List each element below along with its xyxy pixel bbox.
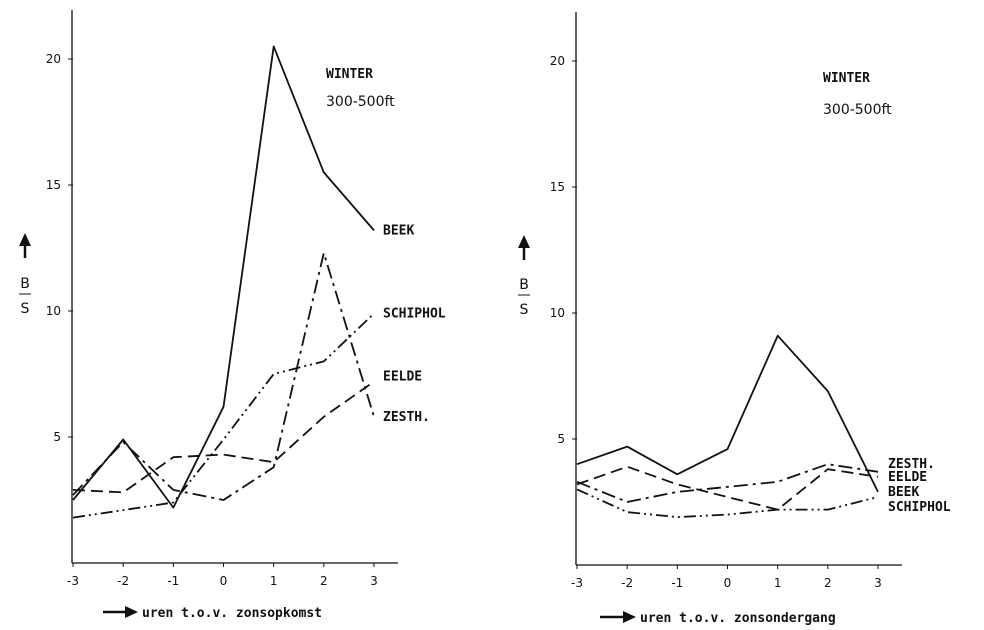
y-tick-label: 20	[46, 52, 61, 66]
x-axis-title: uren t.o.v. zonsopkomst	[142, 606, 322, 621]
y-tick-label: 5	[53, 430, 61, 444]
up-arrow-head-icon	[518, 235, 530, 248]
chart-subtitle: 300-500ft	[823, 102, 892, 118]
y-label-numerator: B	[20, 276, 30, 292]
series-label-schiphol: SCHIPHOL	[383, 307, 446, 322]
y-label-numerator: B	[519, 277, 529, 293]
x-tick-label: 3	[370, 574, 378, 588]
chart-title: WINTER	[823, 71, 870, 86]
x-tick-label: -2	[117, 574, 129, 588]
series-label-zesth: ZESTH.	[383, 410, 430, 425]
y-tick-label: 10	[550, 306, 565, 320]
x-tick-label: 0	[220, 574, 228, 588]
x-tick-label: -2	[621, 576, 633, 590]
x-tick-label: -1	[671, 576, 683, 590]
series-line-eelde	[72, 380, 375, 494]
y-tick-label: 10	[46, 304, 61, 318]
chart-panel-sunset: WINTER 300-500ft B S uren t.o.v. zonsond…	[518, 12, 951, 626]
series-line-zesth	[576, 463, 879, 503]
x-tick-label: -3	[571, 576, 583, 590]
y-tick-label: 15	[46, 178, 61, 192]
y-label-denominator: S	[520, 302, 529, 318]
x-axis-title: uren t.o.v. zonsondergang	[640, 611, 836, 626]
right-arrow-head-icon	[623, 611, 636, 623]
x-tick-label: 1	[774, 576, 782, 590]
series-line-eelde	[576, 465, 879, 511]
series-line-beek	[72, 45, 375, 509]
up-arrow-head-icon	[19, 233, 31, 246]
series-label-schiphol: SCHIPHOL	[888, 500, 951, 515]
series-line-zesth	[72, 252, 375, 501]
x-tick-label: 2	[824, 576, 832, 590]
series-line-beek	[576, 334, 879, 493]
series-label-eelde: EELDE	[888, 470, 927, 485]
series-label-zesth: ZESTH.	[888, 457, 935, 472]
chart-panel-sunrise: WINTER 300-500ft B S uren t.o.v. zonsopk…	[19, 10, 446, 621]
x-tick-label: 2	[320, 574, 328, 588]
series-label-beek: BEEK	[383, 223, 414, 238]
y-label-denominator: S	[21, 301, 30, 317]
series-label-beek: BEEK	[888, 485, 919, 500]
series-line-schiphol	[576, 488, 879, 518]
x-tick-label: 0	[724, 576, 732, 590]
right-arrow-head-icon	[125, 606, 138, 618]
series-line-schiphol	[72, 312, 375, 519]
chart-subtitle: 300-500ft	[326, 94, 395, 110]
x-tick-label: -3	[67, 574, 79, 588]
y-tick-label: 5	[557, 432, 565, 446]
x-axis-label: uren t.o.v. zonsondergang	[600, 611, 836, 626]
x-axis-label: uren t.o.v. zonsopkomst	[103, 606, 322, 621]
y-axis-label: B S	[19, 233, 31, 317]
y-tick-label: 15	[550, 180, 565, 194]
chart-title: WINTER	[326, 67, 373, 82]
x-tick-label: -1	[167, 574, 179, 588]
y-tick-label: 20	[550, 54, 565, 68]
x-tick-label: 1	[270, 574, 278, 588]
y-axis-label: B S	[518, 235, 530, 318]
series-label-eelde: EELDE	[383, 370, 422, 385]
x-tick-label: 3	[874, 576, 882, 590]
